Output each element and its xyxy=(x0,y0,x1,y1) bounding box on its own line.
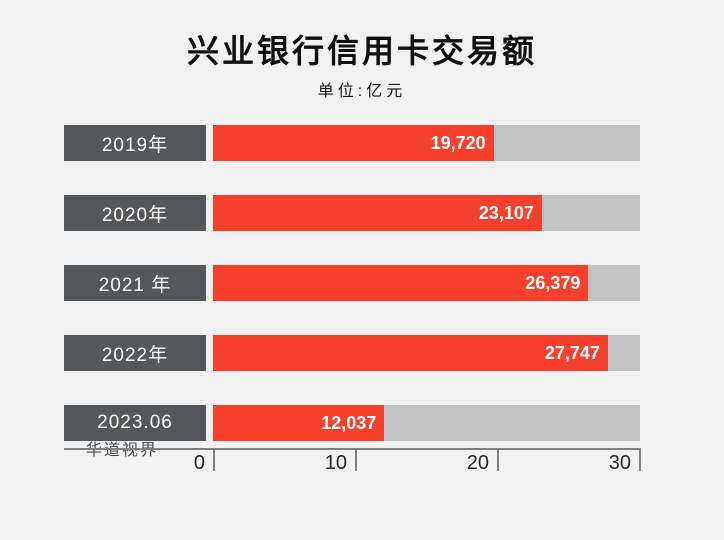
bar-track: 12,037 xyxy=(213,405,640,441)
x-axis-tick-label: 20 xyxy=(466,452,489,474)
bar-track: 19,720 xyxy=(213,125,640,161)
bar-row: 2023.06 12,037 xyxy=(64,405,640,441)
bar: 19,720 xyxy=(213,125,494,161)
bar-row: 2022年 27,747 xyxy=(64,335,640,371)
x-axis-tick xyxy=(639,448,641,471)
x-axis-line xyxy=(64,448,641,450)
category-label: 2022年 xyxy=(64,335,206,371)
bar: 27,747 xyxy=(213,335,608,371)
category-label: 2019年 xyxy=(64,125,206,161)
x-axis-tick-label: 10 xyxy=(324,452,347,474)
bar: 23,107 xyxy=(213,195,542,231)
bar-track: 26,379 xyxy=(213,265,640,301)
bar-row: 2021 年 26,379 xyxy=(64,265,640,301)
bar-track: 27,747 xyxy=(213,335,640,371)
bar: 26,379 xyxy=(213,265,589,301)
x-axis-tick xyxy=(213,448,215,471)
bar-value-label: 23,107 xyxy=(478,202,534,223)
category-label: 2021 年 xyxy=(64,265,206,301)
bar: 12,037 xyxy=(213,405,385,441)
x-axis-tick xyxy=(497,448,499,471)
bar-rows: 2019年 19,720 2020年 23,107 2021 年 26,379 xyxy=(64,125,640,475)
x-axis-tick-label: 0 xyxy=(193,452,205,474)
bar-row: 2020年 23,107 xyxy=(64,195,640,231)
bar-value-label: 26,379 xyxy=(525,272,581,293)
bar-value-label: 12,037 xyxy=(321,412,377,433)
unit-label: 单位:亿元 xyxy=(317,83,407,100)
bar-value-label: 27,747 xyxy=(544,342,600,363)
bar-track: 23,107 xyxy=(213,195,640,231)
x-axis-tick xyxy=(355,448,357,471)
bar-value-label: 19,720 xyxy=(430,132,486,153)
x-axis-tick-label: 30 xyxy=(608,452,631,474)
bar-row: 2019年 19,720 xyxy=(64,125,640,161)
category-label: 2020年 xyxy=(64,195,206,231)
category-label: 2023.06 xyxy=(64,405,206,441)
watermark: 华道视界 xyxy=(86,442,159,459)
chart-title: 兴业银行信用卡交易额 xyxy=(186,33,537,69)
